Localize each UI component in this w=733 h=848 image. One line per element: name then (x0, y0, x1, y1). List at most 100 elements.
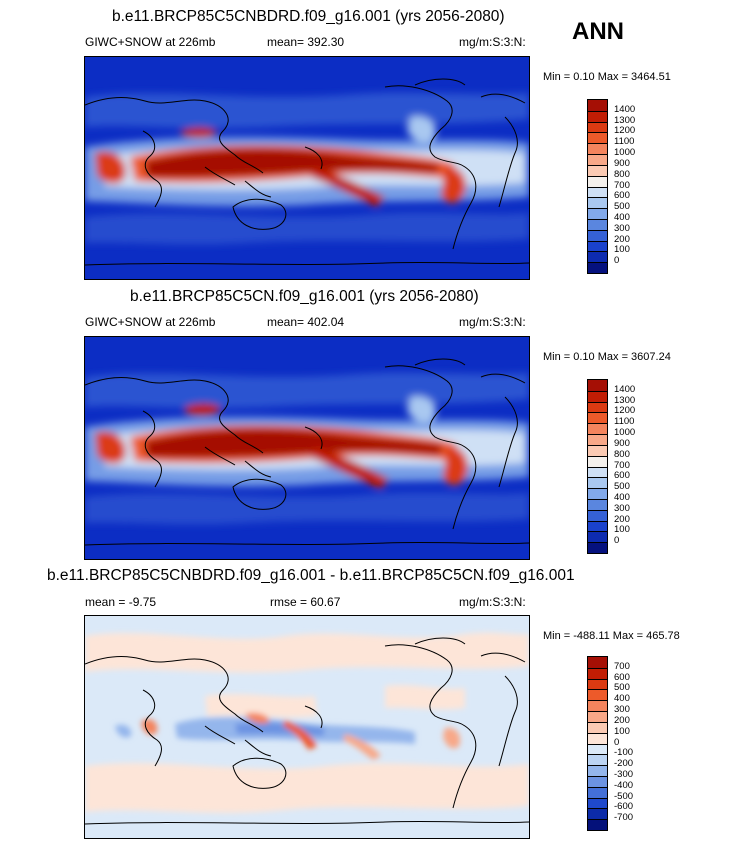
colorbar-tick-label: 700 (614, 179, 630, 191)
colorbar-tick-label: -300 (614, 768, 634, 780)
panel2-field-label: GIWC+SNOW at 226mb (85, 315, 216, 329)
colorbar-tick-label: 700 (614, 459, 630, 471)
colorbar-separator (588, 797, 607, 799)
panel1-map (84, 56, 530, 280)
panel2-map-svg (85, 337, 529, 559)
colorbar-tick-label: -500 (614, 790, 634, 802)
colorbar-cell (588, 251, 607, 263)
colorbar-cell (588, 100, 607, 111)
colorbar-cell (588, 380, 607, 391)
colorbar-separator (588, 164, 607, 166)
colorbar-separator (588, 132, 607, 134)
colorbar-separator (588, 455, 607, 457)
colorbar-cell (588, 711, 607, 722)
colorbar-cell (588, 434, 607, 445)
colorbar-separator (588, 186, 607, 188)
colorbar-separator (588, 689, 607, 691)
colorbar-cell (588, 732, 607, 744)
colorbar-cell (588, 186, 607, 198)
colorbar-cell (588, 488, 607, 499)
panel1-title: b.e11.BRCP85C5CNBDRD.f09_g16.001 (yrs 20… (112, 8, 505, 25)
colorbar-separator (588, 754, 607, 756)
colorbar-separator (588, 240, 607, 242)
colorbar-separator (588, 401, 607, 403)
colorbar-cell (588, 390, 607, 402)
panel2-mean: mean= 402.04 (267, 315, 345, 329)
colorbar-separator (588, 444, 607, 446)
colorbar-separator (588, 786, 607, 788)
colorbar-cell (588, 208, 607, 219)
colorbar-cell (588, 700, 607, 712)
colorbar-separator (588, 721, 607, 723)
colorbar-separator (588, 229, 607, 231)
colorbar-cell (588, 262, 607, 273)
colorbar-cell (588, 678, 607, 690)
colorbar-tick-label: 300 (614, 502, 630, 514)
panel3-title: b.e11.BRCP85C5CNBDRD.f09_g16.001 - b.e11… (47, 567, 575, 584)
colorbar-separator (588, 678, 607, 680)
colorbar-separator (588, 743, 607, 745)
panel1-map-svg (85, 57, 529, 279)
colorbar-separator (588, 498, 607, 500)
colorbar-separator (588, 488, 607, 490)
colorbar-cell (588, 455, 607, 467)
colorbar-tick-label: 600 (614, 470, 630, 482)
panel3-map-svg (85, 616, 529, 838)
panel1-units: mg/m:S:3:N: (459, 35, 526, 49)
colorbar-tick-label: 100 (614, 725, 630, 737)
colorbar-cell (588, 542, 607, 553)
colorbar-cell (588, 531, 607, 543)
colorbar-tick-label: 500 (614, 481, 630, 493)
colorbar-tick-label: 300 (614, 704, 630, 716)
colorbar-tick-label: 1100 (614, 416, 635, 428)
colorbar-separator (588, 434, 607, 436)
colorbar-cell (588, 743, 607, 755)
colorbar-cell (588, 477, 607, 489)
colorbar-tick-label: 200 (614, 513, 630, 525)
colorbar-separator (588, 775, 607, 777)
colorbar-cell (588, 240, 607, 252)
colorbar-separator (588, 218, 607, 220)
colorbar-separator (588, 390, 607, 392)
panel3-colorbar (587, 656, 608, 831)
panel2-map (84, 336, 530, 560)
colorbar-cell (588, 110, 607, 122)
colorbar-separator (588, 700, 607, 702)
colorbar-cell (588, 121, 607, 133)
colorbar-cell (588, 765, 607, 776)
colorbar-cell (588, 509, 607, 521)
season-label: ANN (572, 18, 624, 45)
colorbar-tick-label: 400 (614, 491, 630, 503)
panel3-rmse: rmse = 60.67 (270, 595, 341, 609)
colorbar-tick-label: 600 (614, 190, 630, 202)
colorbar-tick-label: -600 (614, 801, 634, 813)
colorbar-separator (588, 412, 607, 414)
colorbar-separator (588, 197, 607, 199)
panel1-colorbar (587, 99, 608, 274)
colorbar-cell (588, 689, 607, 701)
colorbar-separator (588, 251, 607, 253)
colorbar-cell (588, 721, 607, 733)
colorbar-cell (588, 466, 607, 478)
panel2-units: mg/m:S:3:N: (459, 315, 526, 329)
colorbar-cell (588, 423, 607, 435)
colorbar-tick-label: -700 (614, 812, 634, 824)
colorbar-cell (588, 797, 607, 809)
colorbar-cell (588, 657, 607, 668)
colorbar-tick-label: 500 (614, 682, 630, 694)
colorbar-tick-label: 900 (614, 437, 630, 449)
colorbar-tick-label: -100 (614, 747, 634, 759)
colorbar-cell (588, 197, 607, 209)
colorbar-cell (588, 412, 607, 424)
colorbar-tick-label: 1200 (614, 405, 636, 417)
colorbar-tick-label: 900 (614, 157, 630, 169)
colorbar-separator (588, 711, 607, 713)
colorbar-tick-label: 1000 (614, 427, 636, 439)
colorbar-tick-label: 1100 (614, 136, 635, 148)
colorbar-separator (588, 466, 607, 468)
colorbar-cell (588, 444, 607, 456)
panel1-field-label: GIWC+SNOW at 226mb (85, 35, 216, 49)
colorbar-tick-label: 300 (614, 222, 630, 234)
colorbar-tick-label: 1000 (614, 147, 636, 159)
colorbar-separator (588, 509, 607, 511)
